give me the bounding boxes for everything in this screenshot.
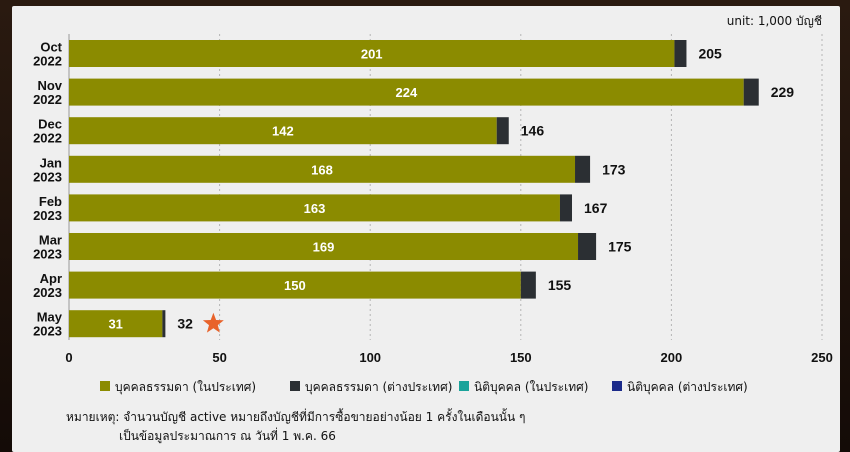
bar-inner-label: 150 bbox=[284, 278, 306, 293]
category-label-year: 2023 bbox=[33, 247, 62, 262]
star-icon bbox=[202, 312, 224, 333]
bar-segment bbox=[578, 233, 597, 260]
x-tick-label: 0 bbox=[65, 350, 72, 365]
category-label-year: 2022 bbox=[33, 131, 62, 146]
category-label-year: 2023 bbox=[33, 208, 62, 223]
bar-total-label: 167 bbox=[584, 200, 608, 216]
footnote-line-1: หมายเหตุ: จำนวนบัญชี active หมายถึงบัญชี… bbox=[66, 408, 525, 425]
legend-swatch bbox=[459, 381, 469, 391]
bar-segment bbox=[69, 117, 497, 145]
bar-segment bbox=[69, 78, 744, 106]
legend: บุคคลธรรมดา (ในประเทศ) บุคคลธรรมดา (ต่างป… bbox=[100, 380, 748, 395]
bar-segment bbox=[69, 271, 521, 299]
category-label-month: Feb bbox=[39, 194, 62, 209]
bar-segment bbox=[162, 310, 166, 338]
bar-segment bbox=[496, 117, 509, 145]
category-label-month: Dec bbox=[38, 117, 62, 132]
bar-inner-label: 169 bbox=[313, 240, 335, 255]
category-label-month: Apr bbox=[40, 271, 62, 286]
unit-label: unit: 1,000 บัญชี bbox=[727, 14, 822, 28]
category-label-month: May bbox=[37, 310, 63, 325]
category-label-year: 2023 bbox=[33, 285, 62, 300]
legend-label: นิติบุคคล (ต่างประเทศ) bbox=[627, 380, 748, 395]
bar-segment bbox=[69, 155, 576, 183]
footnote-line-2: เป็นข้อมูลประมาณการ ณ วันที่ 1 พ.ค. 66 bbox=[119, 427, 336, 444]
category-label-month: Jan bbox=[40, 155, 62, 170]
bar-segment bbox=[575, 155, 591, 183]
bar-total-label: 229 bbox=[771, 84, 795, 100]
bar-inner-label: 224 bbox=[395, 85, 417, 100]
category-label-month: Nov bbox=[37, 78, 62, 93]
category-label-year: 2022 bbox=[33, 92, 62, 107]
x-tick-label: 200 bbox=[661, 350, 683, 365]
legend-label: นิติบุคคล (ในประเทศ) bbox=[474, 380, 588, 395]
bar-segment bbox=[69, 40, 675, 67]
bar-segment bbox=[69, 194, 560, 222]
category-labels: Oct2022Nov2022Dec2022Jan2023Feb2023Mar20… bbox=[33, 40, 63, 339]
bar-segment bbox=[559, 194, 573, 222]
bar-total-label: 155 bbox=[548, 277, 572, 293]
legend-swatch bbox=[612, 381, 622, 391]
bar-total-label: 175 bbox=[608, 239, 632, 255]
legend-swatch bbox=[290, 381, 300, 391]
bar-segment bbox=[674, 40, 687, 67]
category-label-month: Oct bbox=[40, 40, 62, 55]
bar-total-label: 173 bbox=[602, 161, 626, 177]
bar-total-label: 146 bbox=[521, 123, 545, 139]
bars-group: 201 205 224 229 142 146 168 173 163 167 169 175 150 1… bbox=[69, 40, 795, 338]
category-label-year: 2023 bbox=[33, 324, 62, 339]
legend-label: บุคคลธรรมดา (ในประเทศ) bbox=[115, 380, 256, 395]
x-tick-label: 250 bbox=[811, 350, 833, 365]
x-tick-label: 50 bbox=[212, 350, 226, 365]
legend-label: บุคคลธรรมดา (ต่างประเทศ) bbox=[305, 380, 452, 395]
bar-total-label: 32 bbox=[177, 316, 193, 332]
category-label-year: 2022 bbox=[33, 54, 62, 69]
bar-total-label: 205 bbox=[698, 46, 722, 62]
category-label-year: 2023 bbox=[33, 169, 62, 184]
bar-segment bbox=[520, 271, 536, 299]
legend-swatch bbox=[100, 381, 110, 391]
x-axis-ticks: 0 50 100 150 200 250 bbox=[65, 350, 832, 365]
x-tick-label: 100 bbox=[359, 350, 381, 365]
bar-segment bbox=[69, 233, 579, 260]
bar-inner-label: 201 bbox=[361, 47, 383, 62]
bar-inner-label: 142 bbox=[272, 124, 294, 139]
bar-inner-label: 31 bbox=[108, 317, 122, 332]
bar-inner-label: 168 bbox=[311, 162, 333, 177]
category-label-month: Mar bbox=[39, 233, 62, 248]
bar-inner-label: 163 bbox=[304, 201, 326, 216]
bar-segment bbox=[69, 310, 163, 338]
x-tick-label: 150 bbox=[510, 350, 532, 365]
bar-segment bbox=[743, 78, 759, 106]
